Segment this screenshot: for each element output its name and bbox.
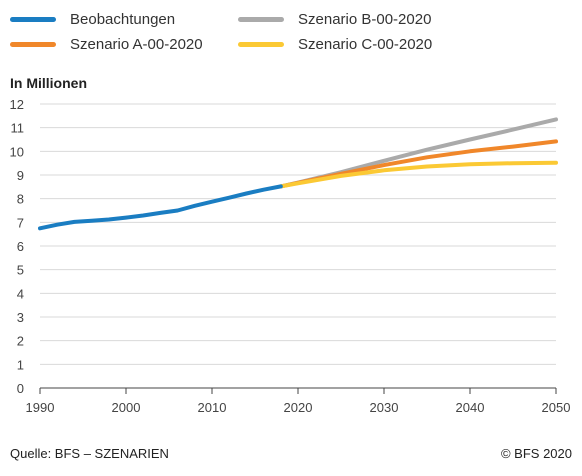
legend-swatch-beobachtungen [10,16,56,22]
series-line-beobachtungen [38,184,283,231]
legend-label-beobachtungen: Beobachtungen [70,10,176,28]
legend-item-beobachtungen: Beobachtungen [10,8,175,30]
x-tick-label: 2010 [198,400,227,415]
y-tick-label: 8 [17,192,24,207]
y-tick-label: 10 [10,144,24,159]
chart-legend: Beobachtungen Szenario B-00-2020 Szenari… [10,6,580,58]
grid-lines [40,103,556,365]
y-tick-label: 5 [17,263,24,278]
y-tick-label: 11 [11,121,25,136]
x-tick-label: 2030 [370,400,399,415]
x-tick-label: 2050 [542,400,571,415]
y-tick-label: 4 [17,286,24,301]
y-tick-label: 3 [17,310,24,325]
y-axis-label: In Millionen [10,75,87,91]
legend-label-szenario-c: Szenario C-00-2020 [298,35,433,53]
legend-swatch-szenario-b [238,16,284,22]
x-tick-label: 2000 [112,400,141,415]
legend-swatch-szenario-a [10,41,56,47]
x-tick-label: 1990 [26,400,55,415]
y-tick-label: 12 [10,97,24,112]
legend-label-szenario-b: Szenario B-00-2020 [298,10,432,28]
copyright-note: © BFS 2020 [500,446,572,461]
series-lines [38,117,558,231]
y-tick-label: 2 [17,334,24,349]
legend-item-szenario-c: Szenario C-00-2020 [238,33,432,55]
legend-swatch-szenario-c [238,41,284,47]
y-tick-label: 9 [17,168,24,183]
x-tick-label: 2040 [456,400,485,415]
x-tick-label: 2020 [284,400,313,415]
y-tick-label: 6 [17,239,24,254]
y-tick-label: 1 [17,357,24,372]
legend-label-szenario-a: Szenario A-00-2020 [70,35,203,53]
legend-item-szenario-b: Szenario B-00-2020 [238,8,431,30]
y-tick-label: 0 [17,381,24,396]
series-line-szenario-c-00-2020 [278,160,558,189]
source-note: Quelle: BFS – SZENARIEN [10,446,169,461]
y-tick-label: 7 [17,215,24,230]
legend-item-szenario-a: Szenario A-00-2020 [10,33,203,55]
